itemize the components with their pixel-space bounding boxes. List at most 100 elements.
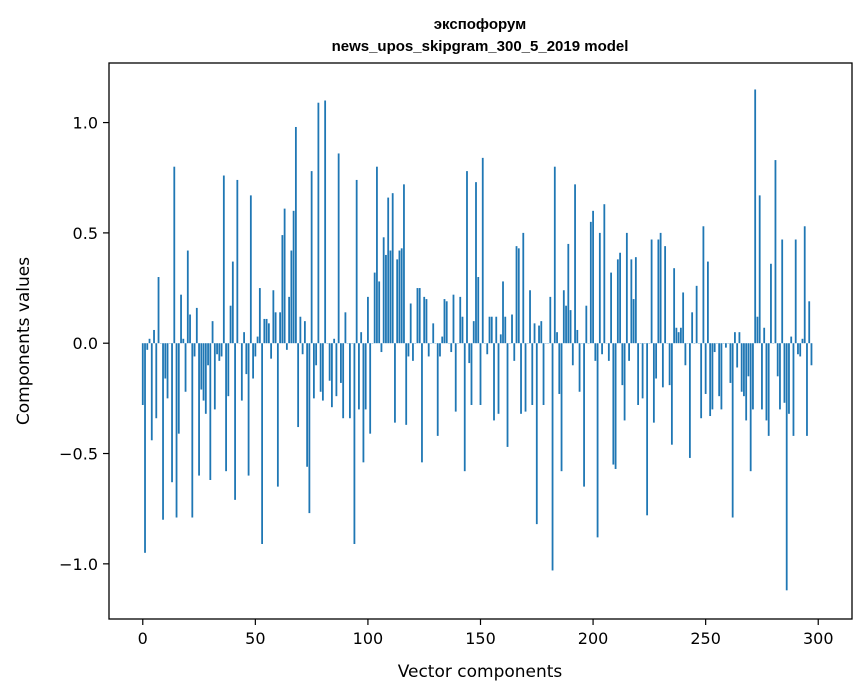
bar bbox=[416, 288, 419, 344]
bar bbox=[276, 343, 279, 487]
bar bbox=[655, 343, 658, 379]
bar bbox=[565, 305, 567, 344]
bar bbox=[646, 343, 649, 516]
bar bbox=[360, 332, 363, 344]
bar bbox=[479, 343, 482, 405]
y-tick-label: 1.0 bbox=[73, 114, 98, 133]
bar bbox=[607, 343, 610, 361]
bar bbox=[182, 338, 185, 344]
bar bbox=[450, 343, 453, 353]
bar bbox=[195, 307, 198, 344]
bar bbox=[362, 343, 365, 463]
bar bbox=[743, 343, 745, 397]
bar bbox=[292, 210, 295, 344]
bar bbox=[340, 343, 342, 383]
bar bbox=[576, 329, 579, 344]
bar bbox=[688, 343, 691, 458]
bar bbox=[234, 343, 236, 500]
bar bbox=[324, 100, 327, 344]
bar bbox=[283, 208, 286, 344]
bar bbox=[475, 182, 477, 344]
bar bbox=[490, 316, 493, 344]
bar bbox=[369, 343, 372, 434]
bar bbox=[387, 197, 390, 344]
bar bbox=[752, 343, 754, 410]
bar bbox=[333, 338, 336, 344]
bar bbox=[810, 343, 813, 366]
bar bbox=[522, 232, 525, 344]
bar bbox=[628, 343, 630, 361]
bar bbox=[162, 343, 164, 520]
bar bbox=[186, 250, 189, 344]
bar bbox=[630, 259, 633, 344]
bar bbox=[216, 343, 218, 355]
bar bbox=[558, 343, 561, 394]
bar bbox=[258, 288, 261, 344]
bar bbox=[441, 336, 444, 344]
bar bbox=[641, 343, 644, 399]
bar bbox=[288, 296, 291, 344]
bar bbox=[682, 292, 685, 344]
bar bbox=[511, 314, 513, 344]
bar bbox=[290, 250, 293, 344]
y-tick-label: 0.5 bbox=[73, 224, 98, 243]
bar bbox=[315, 343, 318, 366]
bar bbox=[240, 343, 243, 401]
bar bbox=[412, 343, 414, 361]
bar bbox=[515, 246, 518, 344]
bar bbox=[337, 153, 340, 344]
bar bbox=[684, 343, 687, 366]
bar bbox=[209, 343, 212, 480]
bar bbox=[673, 268, 676, 344]
bar bbox=[263, 318, 266, 344]
bar bbox=[493, 343, 495, 421]
bar bbox=[331, 343, 333, 408]
bar bbox=[405, 343, 408, 425]
bar bbox=[652, 343, 655, 423]
bar bbox=[542, 343, 545, 405]
bar bbox=[758, 195, 761, 344]
bar bbox=[425, 299, 428, 344]
y-axis-label: Components values bbox=[14, 257, 34, 425]
bar bbox=[225, 343, 227, 472]
bar bbox=[376, 166, 378, 344]
bar bbox=[803, 226, 806, 344]
bar bbox=[767, 343, 770, 436]
bar bbox=[436, 343, 439, 436]
bar-series bbox=[141, 89, 813, 591]
bar bbox=[229, 305, 232, 344]
bar bbox=[272, 290, 275, 344]
bar bbox=[184, 343, 187, 392]
bar bbox=[454, 343, 457, 412]
bar bbox=[171, 343, 173, 483]
bar bbox=[472, 321, 475, 344]
bar bbox=[317, 102, 320, 344]
bar bbox=[754, 89, 757, 344]
bar bbox=[421, 343, 423, 463]
bar bbox=[616, 259, 619, 344]
bar bbox=[619, 252, 621, 344]
bar bbox=[731, 343, 734, 518]
bar bbox=[571, 343, 574, 366]
bar bbox=[589, 221, 592, 344]
bar bbox=[335, 343, 338, 397]
bar bbox=[463, 343, 466, 472]
bar bbox=[713, 343, 716, 353]
bar bbox=[614, 343, 617, 469]
bar bbox=[380, 343, 383, 353]
bar bbox=[310, 171, 313, 344]
bar bbox=[497, 343, 500, 414]
bar bbox=[634, 257, 637, 344]
bar bbox=[801, 338, 804, 344]
bar bbox=[513, 343, 516, 361]
bar bbox=[148, 338, 151, 344]
bar bbox=[736, 343, 739, 368]
bar bbox=[378, 281, 381, 344]
bar bbox=[531, 343, 534, 405]
bar bbox=[470, 343, 473, 405]
bar bbox=[177, 343, 180, 434]
x-tick-label: 300 bbox=[803, 629, 834, 648]
bar bbox=[594, 343, 597, 361]
bar bbox=[486, 343, 489, 355]
chart-title: экспофорум bbox=[434, 16, 526, 33]
